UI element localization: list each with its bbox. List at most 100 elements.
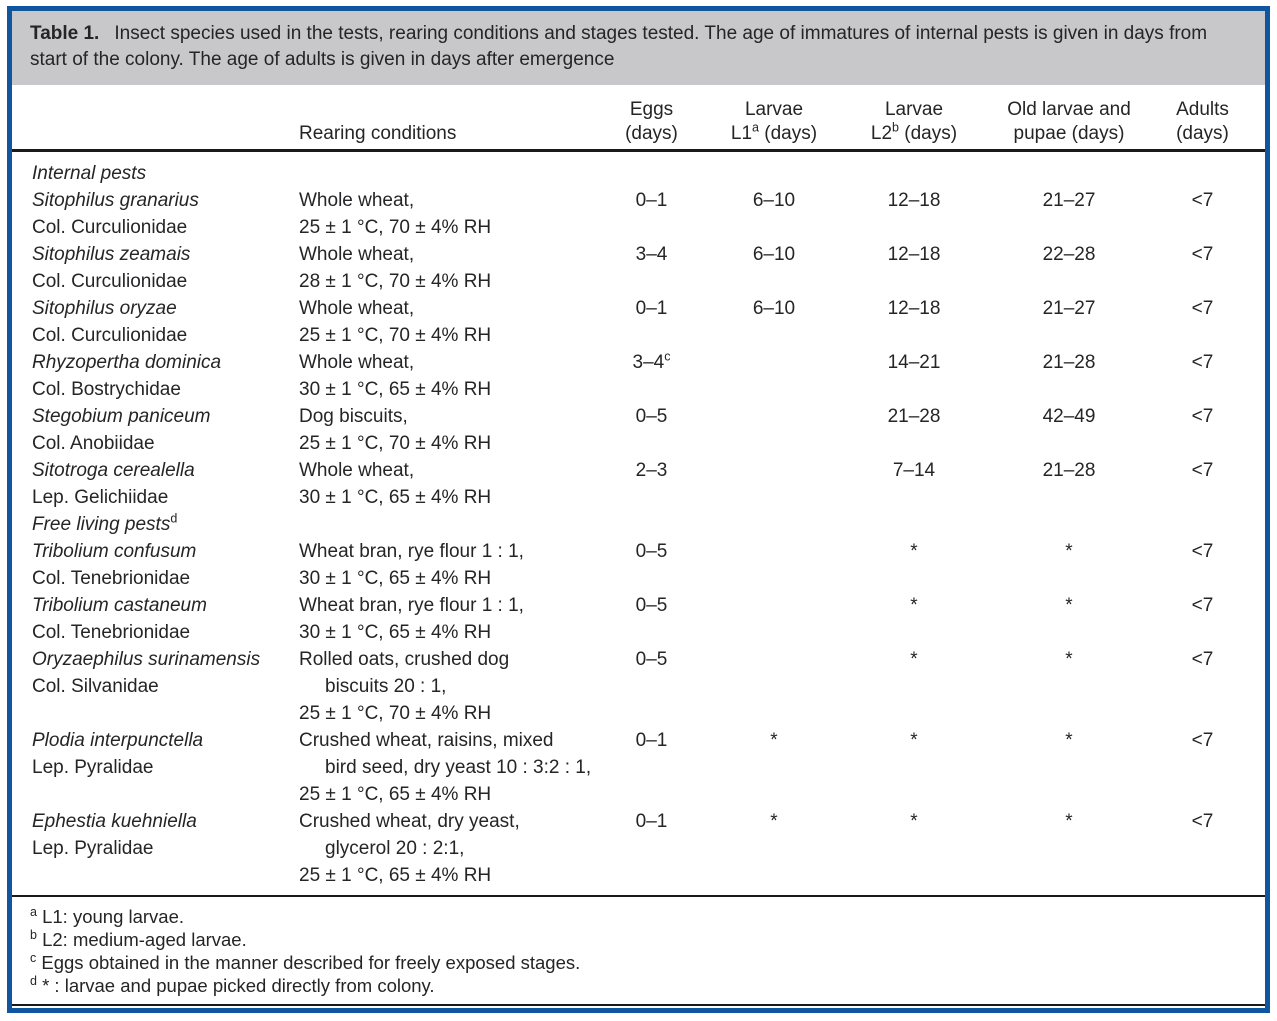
table-row: Sitophilus granarius Col. Curculionidae …	[32, 187, 1251, 241]
adults-value: <7	[1191, 406, 1214, 427]
species-name: Ephestia kuehniella	[32, 811, 197, 832]
footnote-marker: a	[30, 904, 37, 919]
adults-value: <7	[1191, 649, 1214, 670]
eggs-value: 0–5	[635, 541, 668, 562]
footnote-text: * : larvae and pupae picked directly fro…	[42, 975, 435, 996]
footnote-text: L1: young larvae.	[42, 906, 185, 927]
rearing-line: 30 ± 1 °C, 65 ± 4% RH	[299, 487, 492, 508]
adults-value: <7	[1191, 595, 1214, 616]
eggs-value: 2–3	[635, 460, 668, 481]
eggs-value: 0–5	[635, 595, 668, 616]
col-header-old-larvae-pupae: Old larvae and pupae (days)	[984, 98, 1154, 146]
rearing-line: Whole wheat,	[299, 190, 415, 211]
section-header: Internal pests	[32, 163, 147, 184]
rearing-line: 25 ± 1 °C, 70 ± 4% RH	[299, 703, 492, 724]
rearing-line: Whole wheat,	[299, 298, 415, 319]
larvae-l1-value	[704, 349, 844, 403]
larvae-l1-value	[704, 403, 844, 457]
footnote-text: Eggs obtained in the manner described fo…	[41, 952, 581, 973]
species-name: Stegobium paniceum	[32, 406, 211, 427]
section-row-internal-pests: Internal pests	[32, 160, 1251, 187]
col-header-rearing-label: Rearing conditions	[299, 123, 457, 144]
rearing-line: Crushed wheat, raisins, mixed	[299, 730, 554, 751]
species-family: Lep. Pyralidae	[32, 838, 154, 859]
larvae-l2-value: 12–18	[887, 298, 941, 319]
larvae-l1-value: 6–10	[752, 244, 796, 265]
eggs-value: 3–4c	[632, 349, 671, 373]
rearing-line: 25 ± 1 °C, 70 ± 4% RH	[299, 433, 492, 454]
table-caption-label: Table 1.	[30, 23, 100, 44]
rearing-line: Whole wheat,	[299, 244, 415, 265]
col-header-old-line1: Old larvae and	[1007, 99, 1131, 120]
larvae-l2-value: 7–14	[892, 460, 936, 481]
larvae-l1-value	[704, 646, 844, 727]
table-body: Internal pests Sitophilus granarius Col.…	[12, 152, 1265, 895]
species-family: Col. Tenebrionidae	[32, 568, 191, 589]
superscript-a: a	[752, 120, 759, 135]
larvae-l2-value: 14–21	[887, 352, 941, 373]
species-name: Rhyzopertha dominica	[32, 352, 222, 373]
old-larvae-pupae-value: 21–28	[1042, 352, 1096, 373]
adults-value: <7	[1191, 352, 1214, 373]
footnote-d: d * : larvae and pupae picked directly f…	[30, 974, 1247, 997]
adults-value: <7	[1191, 298, 1214, 319]
rearing-line: Rolled oats, crushed dog	[299, 649, 510, 670]
table-caption-text: Insect species used in the tests, rearin…	[30, 23, 1208, 70]
col-header-eggs-line1: Eggs	[629, 99, 674, 120]
species-family: Col. Bostrychidae	[32, 379, 181, 400]
table-header-row: Rearing conditions Eggs (days) Larvae L1…	[12, 85, 1265, 152]
rearing-line: 25 ± 1 °C, 70 ± 4% RH	[299, 217, 492, 238]
species-name: Sitophilus granarius	[32, 190, 199, 211]
table-row: Sitophilus oryzae Col. Curculionidae Who…	[32, 295, 1251, 349]
old-larvae-pupae-value: 21–27	[1042, 190, 1096, 211]
larvae-l2-value: 21–28	[887, 406, 941, 427]
old-larvae-pupae-value: 42–49	[1042, 406, 1096, 427]
rearing-line: 30 ± 1 °C, 65 ± 4% RH	[299, 622, 492, 643]
footnote-marker: b	[30, 927, 37, 942]
species-name: Sitotroga cerealella	[32, 460, 195, 481]
table-row: Sitophilus zeamais Col. Curculionidae Wh…	[32, 241, 1251, 295]
footnote-marker: d	[30, 973, 37, 988]
table-row: Rhyzopertha dominica Col. Bostrychidae W…	[32, 349, 1251, 403]
table-row: Stegobium paniceum Col. Anobiidae Dog bi…	[32, 403, 1251, 457]
rearing-line: biscuits 20 : 1,	[325, 676, 447, 697]
species-family: Col. Curculionidae	[32, 271, 188, 292]
col-header-l1-line1: Larvae	[744, 99, 804, 120]
adults-value: <7	[1191, 541, 1214, 562]
rearing-line: Wheat bran, rye flour 1 : 1,	[299, 541, 524, 562]
col-header-adults: Adults (days)	[1154, 98, 1251, 146]
col-header-rearing: Rearing conditions	[299, 98, 599, 146]
col-header-species	[32, 98, 299, 146]
col-header-l1-line2: L1a (days)	[730, 120, 818, 144]
species-name: Sitophilus oryzae	[32, 298, 177, 319]
larvae-l1-value	[704, 457, 844, 511]
species-family: Col. Curculionidae	[32, 217, 188, 238]
footnote-c: c Eggs obtained in the manner described …	[30, 951, 1247, 974]
eggs-value: 3–4	[635, 244, 668, 265]
footnote-text: L2: medium-aged larvae.	[42, 929, 247, 950]
rearing-line: 30 ± 1 °C, 65 ± 4% RH	[299, 568, 492, 589]
adults-value: <7	[1191, 190, 1214, 211]
table-row: Sitotroga cerealella Lep. Gelichiidae Wh…	[32, 457, 1251, 511]
col-header-old-line2: pupae (days)	[1013, 123, 1125, 144]
col-header-eggs: Eggs (days)	[599, 98, 704, 146]
larvae-l1-value: *	[770, 811, 778, 832]
larvae-l2-value: *	[910, 541, 918, 562]
old-larvae-pupae-value: 22–28	[1042, 244, 1096, 265]
superscript-b: b	[892, 120, 899, 135]
species-family: Lep. Pyralidae	[32, 757, 154, 778]
species-family: Col. Anobiidae	[32, 433, 155, 454]
adults-value: <7	[1191, 244, 1214, 265]
old-larvae-pupae-value: *	[1065, 730, 1073, 751]
table-row: Ephestia kuehniella Lep. Pyralidae Crush…	[32, 808, 1251, 889]
larvae-l2-value: 12–18	[887, 190, 941, 211]
larvae-l1-value: 6–10	[752, 190, 796, 211]
table-caption: Table 1. Insect species used in the tests…	[12, 11, 1265, 85]
species-family: Col. Silvanidae	[32, 676, 159, 697]
col-header-eggs-line2: (days)	[625, 123, 678, 144]
rearing-line: Crushed wheat, dry yeast,	[299, 811, 520, 832]
larvae-l1-value	[704, 538, 844, 592]
col-header-adults-line2: (days)	[1176, 123, 1229, 144]
footnote-a: a L1: young larvae.	[30, 905, 1247, 928]
rearing-line: 25 ± 1 °C, 65 ± 4% RH	[299, 784, 492, 805]
